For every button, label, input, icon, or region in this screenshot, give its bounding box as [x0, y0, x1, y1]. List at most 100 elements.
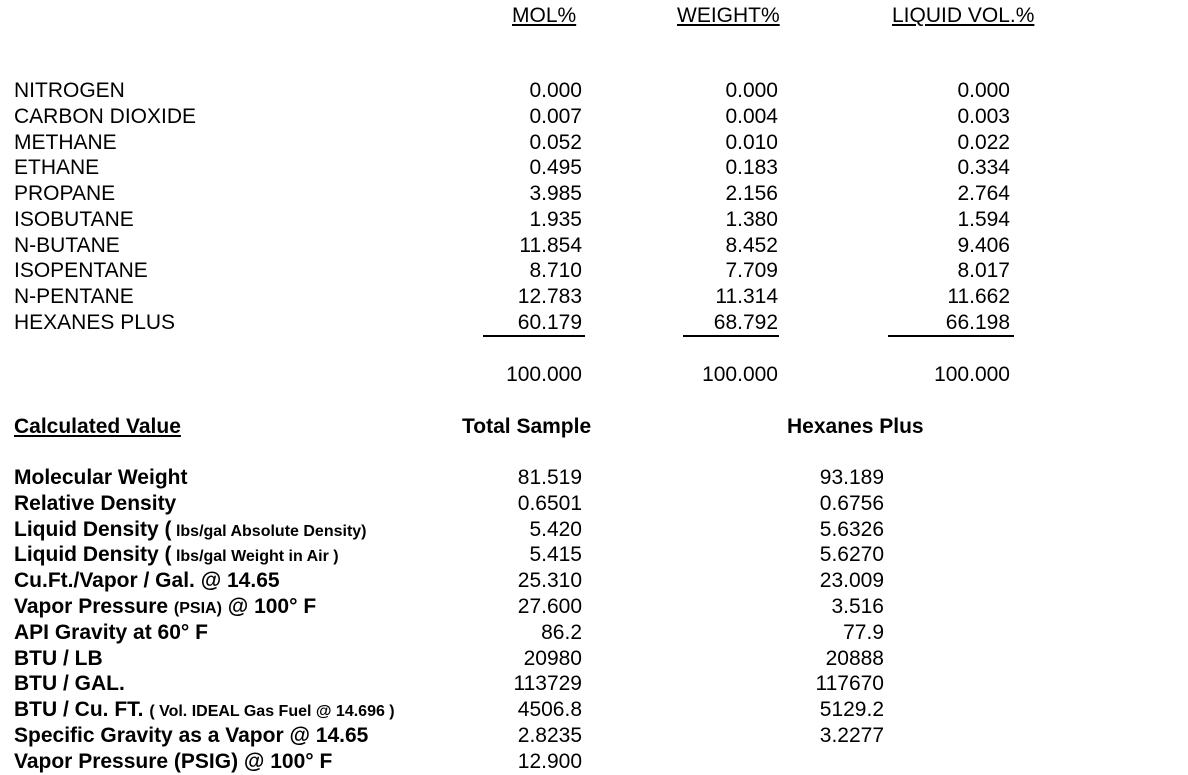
- component-mol-value: 11.854: [519, 234, 582, 257]
- total-sample-value: 113729: [513, 672, 582, 695]
- calculated-label-text: Specific Gravity as a Vapor @ 14.65: [14, 724, 369, 747]
- calculated-label-text: BTU / Cu. FT.: [14, 698, 150, 721]
- hexanes-plus-value: 3.516: [831, 595, 884, 618]
- hexanes-plus-value: 117670: [815, 672, 884, 695]
- calculated-label-text: Molecular Weight: [14, 466, 188, 489]
- header-weight-percent: WEIGHT%: [677, 4, 780, 27]
- component-weight-value: 8.452: [725, 234, 778, 257]
- total-sample-value: 5.420: [529, 518, 582, 541]
- component-mol-value: 12.783: [517, 285, 582, 308]
- component-name: ISOBUTANE: [14, 208, 134, 231]
- component-liquid-vol-value: 0.003: [957, 105, 1010, 128]
- component-liquid-vol-value: 0.022: [957, 131, 1010, 154]
- calculated-label-note: ( Vol. IDEAL Gas Fuel @ 14.696 ): [149, 703, 395, 720]
- calculated-label-suffix: @ 100° F: [221, 595, 317, 618]
- total-sample-value: 81.519: [517, 466, 582, 489]
- calculated-label: Vapor Pressure (PSIA) @ 100° F: [14, 594, 316, 622]
- total-sample-value: 5.415: [529, 543, 582, 566]
- component-name: HEXANES PLUS: [14, 311, 176, 334]
- component-mol-value: 3.985: [529, 182, 582, 205]
- calculated-label: Liquid Density ( lbs/gal Weight in Air ): [14, 542, 339, 570]
- hexanes-plus-value: 0.6756: [819, 492, 884, 515]
- total-sample-value: 25.310: [517, 569, 582, 592]
- liquid-vol-total: 100.000: [934, 363, 1010, 386]
- calculated-label: BTU / GAL.: [14, 671, 125, 697]
- calculated-label-text: API Gravity at 60° F: [14, 621, 208, 644]
- hexanes-plus-value: 20888: [825, 647, 884, 670]
- weight-total-rule: [683, 335, 779, 337]
- component-name: ISOPENTANE: [14, 259, 148, 282]
- component-weight-value: 7.709: [725, 259, 778, 282]
- calculated-label: API Gravity at 60° F: [14, 620, 208, 646]
- component-name: ETHANE: [14, 156, 100, 179]
- hexanes-plus-value: 5.6326: [819, 518, 884, 541]
- total-sample-value: 4506.8: [517, 698, 582, 721]
- mol-total: 100.000: [506, 363, 582, 386]
- hexanes-plus-value: 5129.2: [819, 698, 884, 721]
- component-liquid-vol-value: 9.406: [957, 234, 1010, 257]
- component-weight-value: 1.380: [725, 208, 778, 231]
- calculated-label-text: Relative Density: [14, 492, 177, 515]
- component-liquid-vol-value: 11.662: [947, 285, 1010, 308]
- calculated-label: Relative Density: [14, 491, 176, 517]
- hexanes-plus-value: 23.009: [819, 569, 884, 592]
- total-sample-value: 20980: [523, 647, 582, 670]
- component-mol-value: 0.000: [529, 79, 582, 102]
- component-mol-value: 0.495: [529, 156, 582, 179]
- component-weight-value: 0.183: [725, 156, 778, 179]
- hexanes-plus-value: 5.6270: [819, 543, 884, 566]
- header-liquid-vol-percent: LIQUID VOL.%: [892, 4, 1035, 27]
- hexanes-plus-header: Hexanes Plus: [787, 415, 924, 438]
- calculated-label-text: Liquid Density (: [14, 518, 172, 541]
- calculated-value-title: Calculated Value: [14, 415, 181, 438]
- total-sample-value: 2.8235: [517, 724, 582, 747]
- component-weight-value: 11.314: [715, 285, 778, 308]
- component-liquid-vol-value: 2.764: [957, 182, 1010, 205]
- component-liquid-vol-value: 8.017: [957, 259, 1010, 282]
- component-mol-value: 60.179: [517, 311, 582, 334]
- mol-total-rule: [483, 335, 585, 337]
- total-sample-value: 12.900: [517, 750, 582, 773]
- weight-total: 100.000: [702, 363, 778, 386]
- hexanes-plus-value: 3.2277: [819, 724, 884, 747]
- calculated-label: Liquid Density ( lbs/gal Absolute Densit…: [14, 517, 367, 545]
- hexanes-plus-value: 77.9: [843, 621, 884, 644]
- calculated-label-text: BTU / GAL.: [14, 672, 125, 695]
- component-mol-value: 1.935: [529, 208, 582, 231]
- component-name: PROPANE: [14, 182, 116, 205]
- component-mol-value: 0.052: [529, 131, 582, 154]
- calculated-label-text: Vapor Pressure (PSIG) @ 100° F: [14, 750, 333, 773]
- header-mol-percent: MOL%: [512, 4, 577, 27]
- liquid-vol-total-rule: [888, 335, 1014, 337]
- component-mol-value: 0.007: [529, 105, 582, 128]
- component-name: METHANE: [14, 131, 117, 154]
- total-sample-header: Total Sample: [462, 415, 592, 438]
- component-liquid-vol-value: 0.334: [957, 156, 1010, 179]
- calculated-label-note: lbs/gal Absolute Density): [171, 523, 367, 540]
- calculated-label-text: Vapor Pressure: [14, 595, 174, 618]
- component-mol-value: 8.710: [529, 259, 582, 282]
- total-sample-value: 86.2: [541, 621, 582, 644]
- calculated-label: Molecular Weight: [14, 465, 187, 491]
- calculated-label: Vapor Pressure (PSIG) @ 100° F: [14, 749, 332, 775]
- total-sample-value: 27.600: [517, 595, 582, 618]
- calculated-label: Specific Gravity as a Vapor @ 14.65: [14, 723, 368, 749]
- calculated-label-text: Liquid Density (: [14, 543, 172, 566]
- calculated-label: BTU / Cu. FT. ( Vol. IDEAL Gas Fuel @ 14…: [14, 697, 395, 725]
- calculated-label-text: Cu.Ft./Vapor / Gal. @ 14.65: [14, 569, 280, 592]
- component-weight-value: 0.000: [725, 79, 778, 102]
- component-liquid-vol-value: 0.000: [957, 79, 1010, 102]
- component-liquid-vol-value: 66.198: [945, 311, 1010, 334]
- calculated-label-note: (PSIA): [173, 600, 222, 617]
- component-name: CARBON DIOXIDE: [14, 105, 197, 128]
- calculated-label: BTU / LB: [14, 646, 103, 672]
- hexanes-plus-value: 93.189: [819, 466, 884, 489]
- calculated-label-text: BTU / LB: [14, 647, 103, 670]
- component-liquid-vol-value: 1.594: [957, 208, 1010, 231]
- component-weight-value: 0.004: [725, 105, 778, 128]
- component-name: N-PENTANE: [14, 285, 134, 308]
- component-weight-value: 2.156: [725, 182, 778, 205]
- component-weight-value: 68.792: [713, 311, 778, 334]
- component-name: NITROGEN: [14, 79, 125, 102]
- calculated-label: Cu.Ft./Vapor / Gal. @ 14.65: [14, 568, 280, 594]
